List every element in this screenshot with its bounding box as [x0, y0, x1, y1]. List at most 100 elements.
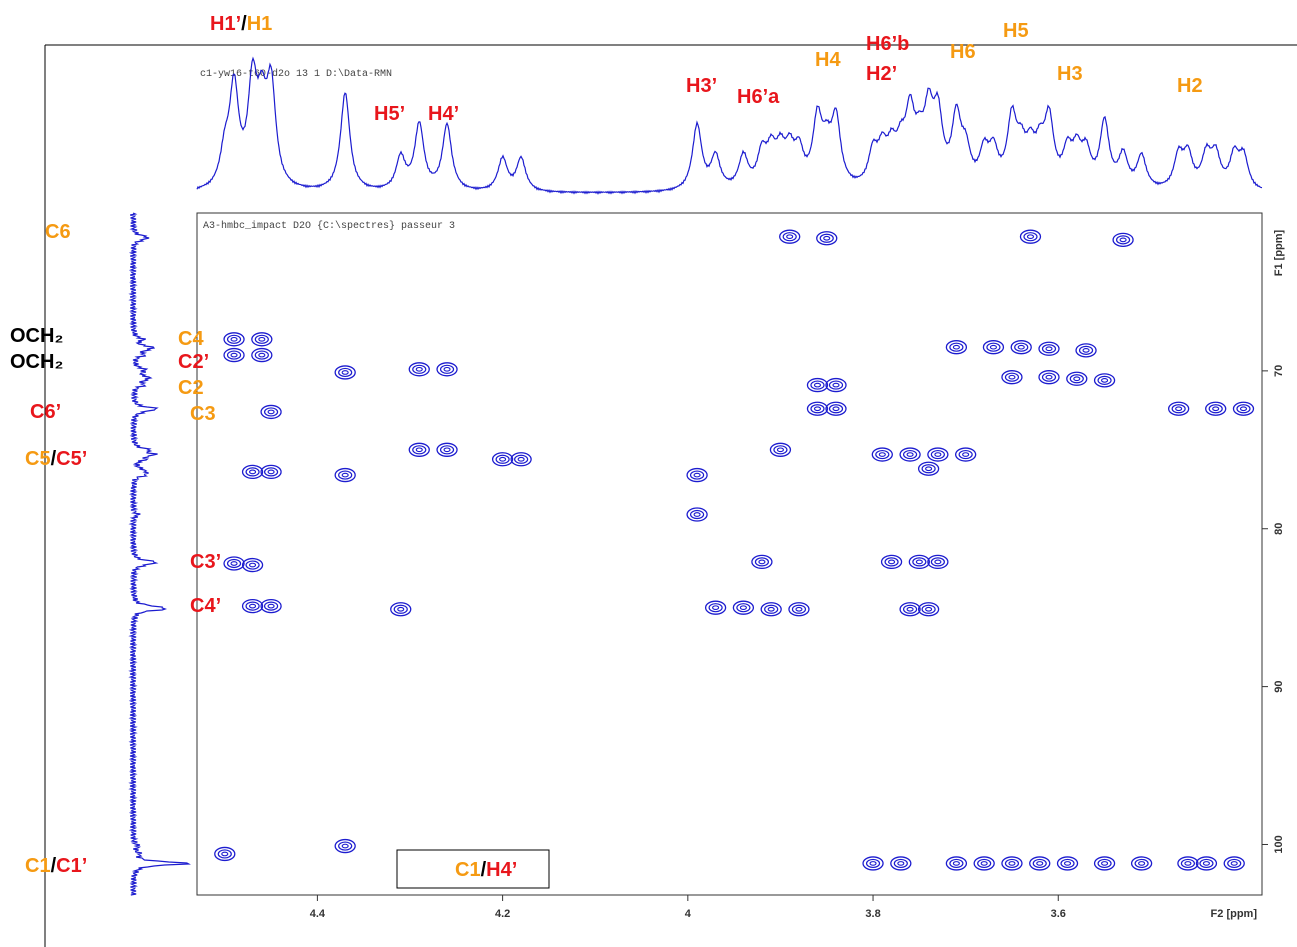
contour-ring — [921, 464, 936, 474]
contour-ring — [443, 447, 451, 453]
annotation-part: C4 — [178, 328, 204, 350]
contour-outer — [223, 556, 245, 571]
contour-ring — [1045, 346, 1053, 352]
contour-ring — [1032, 858, 1047, 869]
contour-outer — [436, 362, 458, 377]
annotation-part: H6 — [950, 41, 976, 63]
cross-peak — [241, 464, 264, 480]
contour-outer — [760, 602, 782, 617]
cross-peak — [862, 856, 884, 871]
contour-ring — [1026, 234, 1035, 240]
cross-peak — [686, 467, 708, 483]
annotation-part: H2 — [1177, 75, 1203, 97]
annotation: C2’ — [178, 351, 209, 373]
contour-ring — [263, 407, 279, 417]
contour-outer — [945, 856, 968, 871]
contour-ring — [1004, 858, 1020, 869]
contour-ring — [693, 512, 701, 517]
annotation-part: C1 — [25, 855, 51, 877]
contour-ring — [267, 603, 275, 609]
cross-peak — [816, 231, 838, 246]
contour-ring — [1082, 347, 1090, 353]
contour-ring — [888, 559, 896, 565]
contour-ring — [782, 232, 797, 242]
contour-ring — [1097, 375, 1112, 385]
contour-outer — [686, 467, 708, 483]
annotation: C5/C5’ — [25, 448, 87, 470]
contour-ring — [226, 350, 242, 360]
cross-peak — [973, 856, 995, 871]
contour-outer — [899, 602, 921, 617]
contour-outer — [1019, 229, 1042, 244]
annotation: C6’ — [30, 401, 61, 423]
contour-ring — [517, 456, 525, 462]
annotation-part: H6’a — [737, 86, 780, 108]
contour-ring — [925, 606, 933, 612]
cross-peak — [1130, 856, 1153, 871]
contour-ring — [925, 466, 933, 472]
cross-peak — [1001, 856, 1023, 871]
cross-peak — [927, 554, 949, 570]
cross-peak — [1029, 856, 1051, 871]
cross-peak — [251, 347, 273, 363]
contour-outer — [1195, 856, 1218, 871]
contour-ring — [1138, 861, 1146, 866]
contour-ring — [930, 557, 945, 567]
annotation: C3 — [190, 403, 216, 425]
cross-peak — [732, 600, 755, 615]
cross-peak — [982, 340, 1005, 355]
cross-peak — [1205, 401, 1227, 416]
annotation: H6’a — [737, 86, 780, 108]
annotation: C4 — [178, 328, 204, 350]
cross-peak — [408, 362, 430, 377]
contour-ring — [754, 557, 770, 567]
cross-peak — [223, 332, 245, 347]
contour-outer — [890, 856, 912, 871]
annotation-part: H5’ — [374, 103, 405, 125]
cross-peak — [917, 602, 940, 617]
contour-ring — [791, 604, 807, 614]
contour-ring — [962, 452, 970, 457]
contour-ring — [1078, 345, 1094, 355]
contour-ring — [952, 861, 960, 866]
contour-ring — [875, 449, 890, 460]
contour-ring — [828, 404, 844, 414]
contour-ring — [1180, 858, 1196, 869]
contour-ring — [1199, 858, 1214, 869]
contour-ring — [221, 851, 229, 857]
contour-outer — [1001, 856, 1023, 871]
contour-ring — [906, 606, 914, 612]
cross-peak — [899, 447, 921, 462]
contour-ring — [810, 380, 825, 390]
cross-peak — [251, 332, 273, 347]
contour-ring — [828, 380, 844, 390]
annotation-part: / — [51, 855, 57, 877]
contour-ring — [226, 334, 242, 344]
contour-outer — [1093, 373, 1116, 388]
contour-ring — [934, 452, 942, 457]
contour-outer — [251, 332, 273, 347]
contour-outer — [788, 602, 810, 617]
x-tick-label: 4.2 — [495, 908, 510, 920]
contour-ring — [758, 559, 766, 565]
contour-outer — [825, 401, 847, 416]
contour-ring — [1239, 406, 1248, 412]
contour-ring — [912, 557, 927, 567]
annotation: H5 — [1003, 20, 1029, 42]
contour-outer — [241, 598, 264, 614]
contour-ring — [249, 562, 257, 568]
contour-ring — [902, 449, 918, 460]
contour-ring — [893, 858, 908, 869]
contour-ring — [249, 603, 257, 609]
contour-ring — [1014, 342, 1029, 352]
cross-peak — [704, 600, 727, 615]
x-tick-label: 3.6 — [1051, 908, 1066, 920]
contour-ring — [230, 352, 238, 358]
cross-peak — [334, 838, 356, 854]
contour-ring — [412, 364, 427, 374]
cross-peak — [334, 365, 356, 380]
contour-ring — [1175, 406, 1183, 412]
annotation: C2 — [178, 377, 204, 399]
contour-outer — [436, 442, 458, 457]
